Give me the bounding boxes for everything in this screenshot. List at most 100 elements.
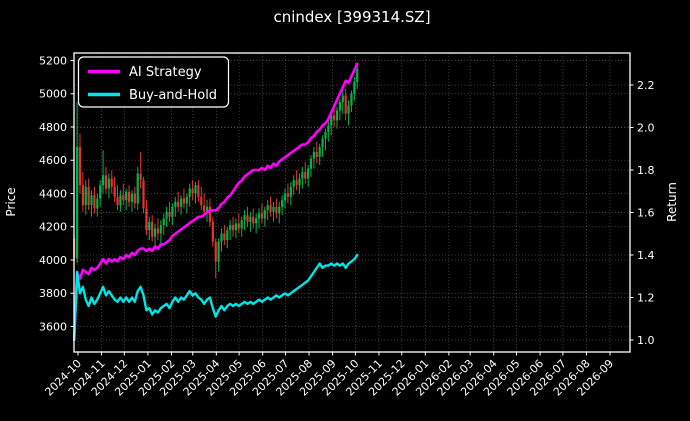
price-tick-label: 4800 (39, 121, 67, 134)
candle-body (272, 206, 275, 212)
candle-body (151, 221, 154, 237)
candle-body (93, 195, 96, 209)
legend-label-buy-and-hold: Buy-and-Hold (129, 88, 217, 103)
candle-body (203, 205, 206, 212)
price-tick-label: 4200 (39, 221, 67, 234)
candle-body (168, 211, 171, 217)
series-path (72, 253, 359, 342)
candle-body (315, 151, 318, 157)
candle-body (298, 178, 301, 186)
candle-body (133, 193, 136, 204)
candle-body (295, 180, 298, 186)
candle-body (153, 228, 157, 237)
candle-body (177, 201, 180, 207)
candle-body (78, 146, 82, 186)
candle-body (205, 206, 209, 212)
candle-body (237, 223, 240, 229)
candle-body (350, 93, 353, 106)
candle-body (333, 115, 336, 121)
candle-body (179, 198, 183, 207)
candle-body (156, 228, 160, 234)
candle-body (162, 218, 165, 226)
candle-body (113, 186, 116, 197)
candle-body (122, 195, 125, 201)
candle-body (99, 185, 102, 199)
return-tick-label: 2.0 (637, 121, 655, 134)
y-axis-label-left: Price (4, 187, 18, 216)
return-tick-label: 1.6 (637, 206, 655, 219)
candle-body (344, 95, 347, 114)
candle-body (90, 195, 93, 206)
candle-body (275, 206, 278, 214)
candle-body (136, 173, 139, 204)
candle-body (246, 215, 249, 222)
candle-body (165, 211, 168, 219)
candle-body (266, 205, 269, 211)
candle-body (321, 138, 324, 147)
candle-body (318, 146, 321, 157)
candle-body (148, 221, 151, 231)
candle-body (110, 178, 113, 187)
candle-body (116, 196, 119, 206)
candle-body (188, 188, 191, 197)
candle-body (226, 230, 229, 241)
price-tick-label: 3800 (39, 287, 67, 300)
candle-body (104, 175, 108, 189)
candle-body (194, 185, 197, 194)
candle-body (119, 195, 122, 206)
price-tick-label: 3600 (39, 320, 67, 333)
candle-body (286, 193, 290, 197)
candle-body (338, 102, 341, 111)
candle-body (281, 200, 284, 207)
candle-body (174, 201, 177, 207)
candle-body (341, 95, 344, 103)
ai-strategy-line (72, 62, 359, 342)
candle-body (229, 225, 232, 231)
candle-body (301, 171, 304, 179)
candle-body (347, 105, 350, 114)
candle-body (335, 110, 339, 121)
price-tick-label: 4400 (39, 187, 67, 200)
candle-body (84, 186, 87, 206)
candle-body (278, 206, 281, 214)
candle-body (327, 125, 330, 132)
candle-body (139, 173, 142, 181)
candle-body (208, 206, 212, 222)
candle-body (107, 178, 110, 189)
candle-body (142, 180, 145, 209)
candle-body (249, 216, 252, 222)
candle-body (240, 220, 243, 229)
price-tick-label: 4000 (39, 254, 67, 267)
candle-body (191, 188, 194, 194)
candle-body (197, 185, 200, 197)
candle-body (309, 158, 313, 169)
candle-body (283, 193, 287, 201)
candle-body (87, 186, 90, 206)
candle-body (223, 233, 226, 241)
return-tick-label: 2.2 (637, 79, 655, 92)
candle-body (145, 208, 148, 231)
candle-body (220, 233, 223, 242)
candle-body (330, 115, 333, 126)
candle-body (260, 213, 264, 219)
candle-body (304, 171, 307, 179)
return-tick-label: 1.0 (637, 334, 655, 347)
price-tick-label: 5200 (39, 54, 67, 67)
price-tick-label: 5000 (39, 88, 67, 101)
candle-body (269, 205, 272, 212)
candle-body (101, 175, 105, 186)
candle-body (289, 186, 292, 197)
candle-body (159, 225, 162, 234)
candle-body (312, 151, 316, 159)
legend: AI Strategy Buy-and-Hold (77, 56, 230, 108)
candle-body (200, 196, 203, 206)
candle-body (130, 193, 134, 202)
candle-body (75, 146, 79, 259)
candle-body (324, 131, 327, 139)
price-tick-label: 4600 (39, 154, 67, 167)
candle-body (353, 82, 356, 94)
candle-body (255, 218, 258, 224)
chart-title: cnindex [399314.SZ] (273, 8, 430, 26)
candle-body (81, 185, 84, 206)
